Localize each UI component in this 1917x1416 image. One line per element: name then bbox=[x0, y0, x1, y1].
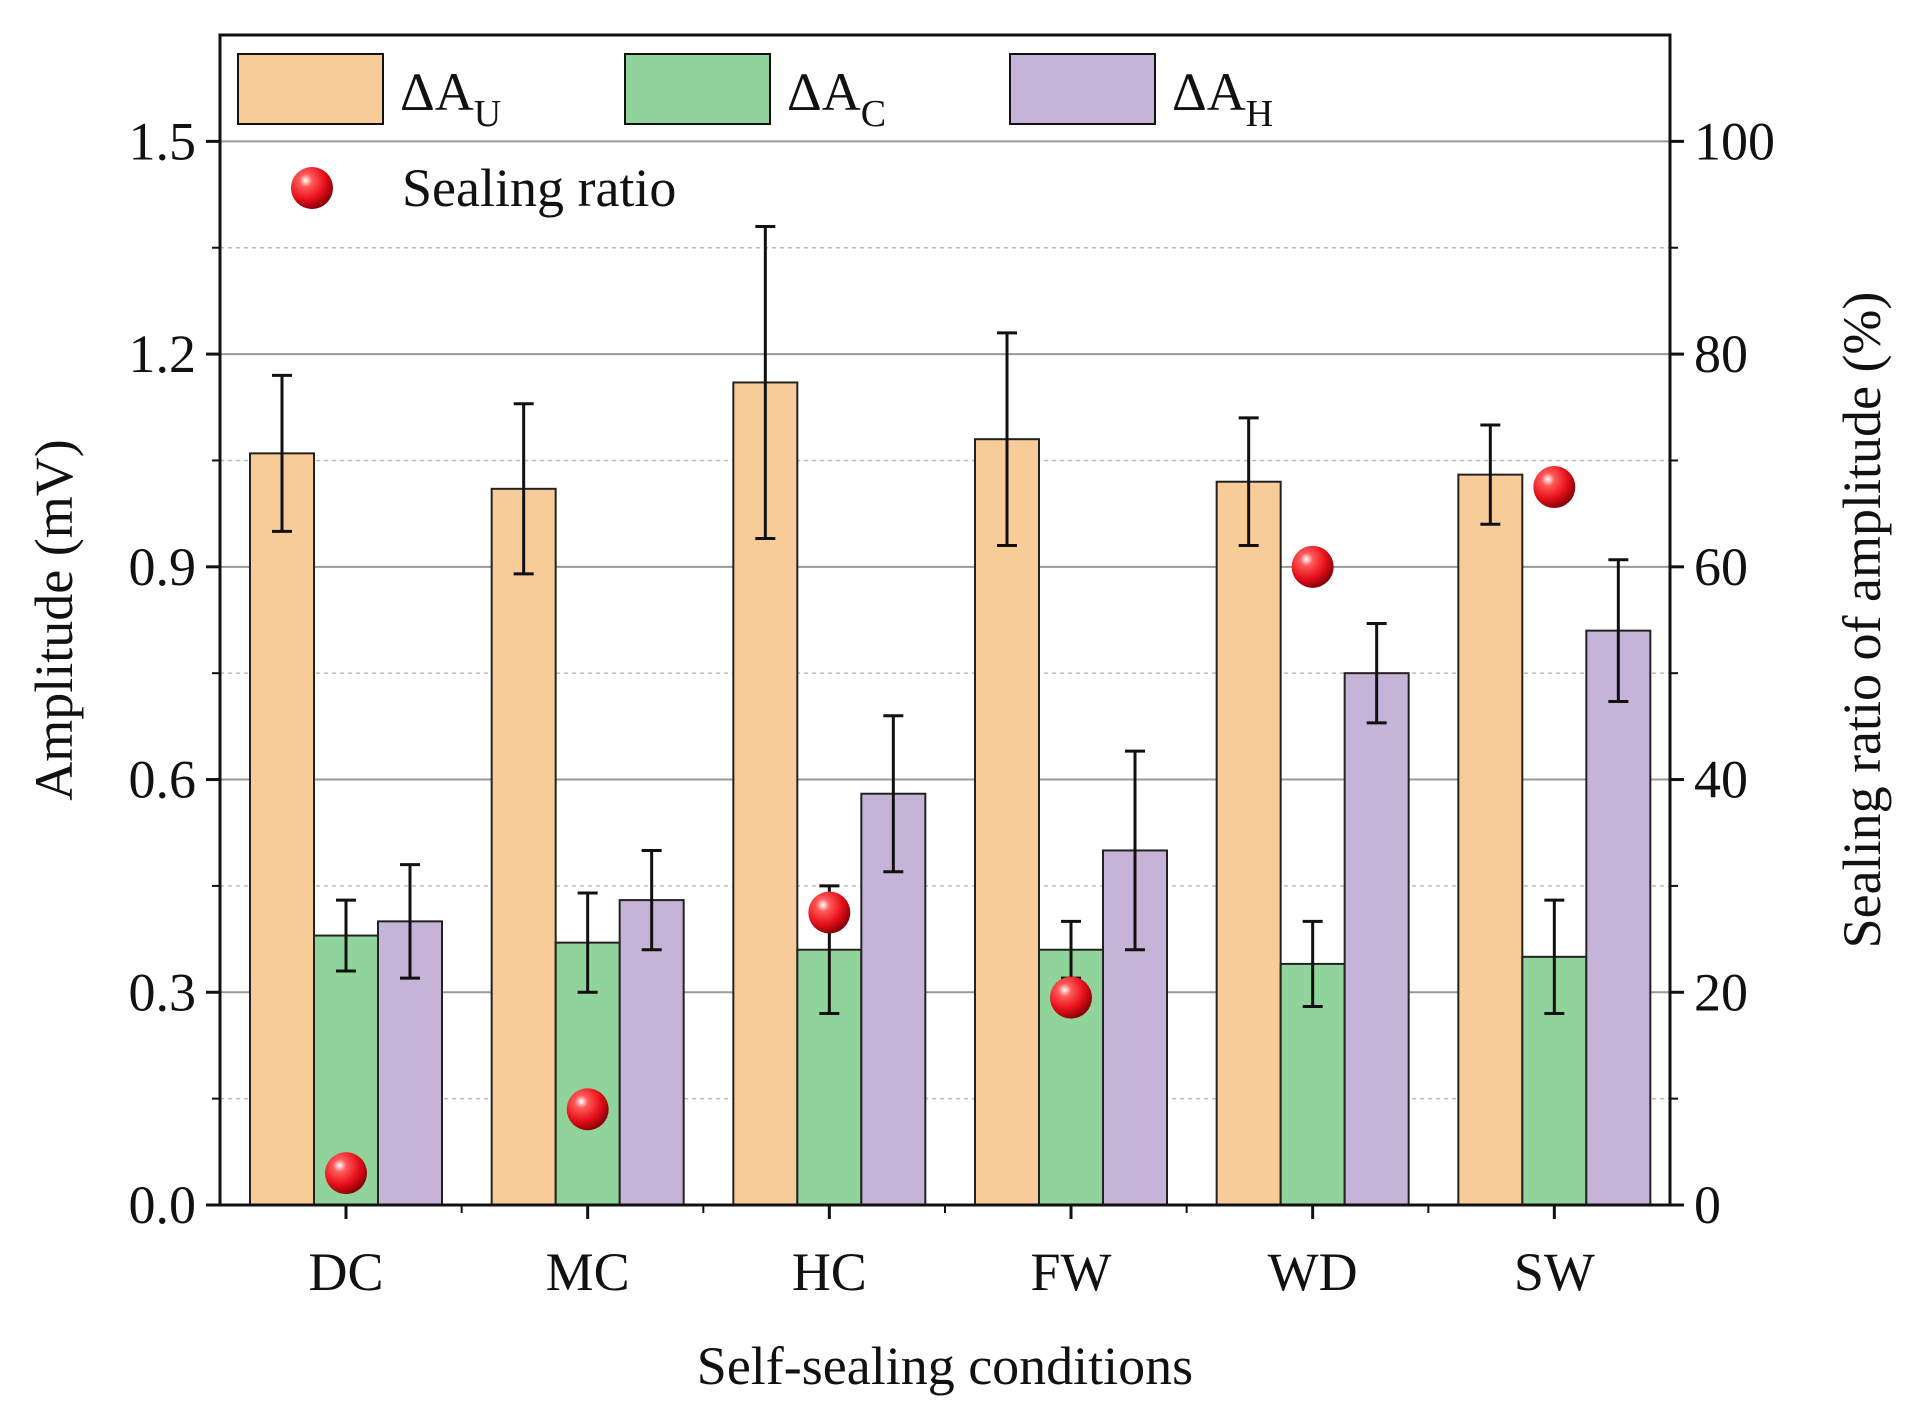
y-tick-label: 0.9 bbox=[129, 537, 197, 597]
legend: ΔAU ΔAC ΔAH Sealing ratio bbox=[237, 53, 1273, 218]
y2-tick-label: 40 bbox=[1694, 750, 1748, 810]
y-tick-label: 0.0 bbox=[129, 1175, 197, 1235]
y-tick-label: 0.6 bbox=[129, 750, 197, 810]
y-tick-label: 0.3 bbox=[129, 962, 197, 1022]
y-tick-label: 1.2 bbox=[129, 324, 197, 384]
sealing-ratio-point-hc bbox=[808, 891, 851, 934]
y-axis-title: Amplitude (mV) bbox=[24, 439, 84, 800]
bar-mc-u bbox=[490, 487, 557, 1206]
sealing-ratio-point-dc bbox=[325, 1152, 367, 1195]
legend-label-au: ΔAU bbox=[400, 62, 501, 135]
sealing-ratio-point-wd bbox=[1291, 545, 1334, 588]
x-tick-label-hc: HC bbox=[792, 1242, 867, 1302]
sealing-ratio-points bbox=[325, 466, 1576, 1195]
y-tick-label: 1.5 bbox=[129, 111, 197, 171]
bar-sw-u bbox=[1457, 473, 1524, 1206]
x-tick-label-fw: FW bbox=[1031, 1242, 1112, 1302]
y2-tick-label: 100 bbox=[1694, 111, 1775, 171]
sealing-ratio-point-fw bbox=[1050, 976, 1092, 1019]
legend-label-ac: ΔAC bbox=[787, 62, 886, 135]
bar-wd-u bbox=[1215, 480, 1282, 1206]
x-axis-title: Self-sealing conditions bbox=[697, 1336, 1193, 1396]
y2-axis-title: Sealing ratio of amplitude (%) bbox=[1832, 292, 1892, 949]
gridlines bbox=[220, 140, 1670, 1100]
bar-fw-u bbox=[974, 438, 1040, 1206]
y2-tick-label: 20 bbox=[1694, 962, 1748, 1022]
bar-sw-h bbox=[1585, 629, 1652, 1206]
x-tick-label-sw: SW bbox=[1514, 1242, 1595, 1302]
bar-wd-h bbox=[1343, 672, 1410, 1206]
x-tick-label-mc: MC bbox=[546, 1242, 630, 1302]
x-tick-label-wd: WD bbox=[1268, 1242, 1358, 1302]
bars bbox=[249, 381, 1652, 1207]
sealing-ratio-point-mc bbox=[566, 1088, 609, 1131]
error-bars bbox=[272, 224, 1629, 1016]
legend-swatch-au bbox=[237, 53, 384, 125]
legend-marker-sealing-ratio bbox=[291, 167, 333, 209]
legend-label-sealing-ratio: Sealing ratio bbox=[402, 158, 676, 218]
bar-dc-u bbox=[249, 452, 315, 1206]
y2-tick-label: 60 bbox=[1694, 537, 1748, 597]
x-tick-label-dc: DC bbox=[308, 1242, 383, 1302]
legend-label-ah: ΔAH bbox=[1172, 62, 1273, 135]
y2-tick-label: 80 bbox=[1694, 324, 1748, 384]
y2-tick-label: 0 bbox=[1694, 1175, 1721, 1235]
sealing-ratio-point-sw bbox=[1533, 466, 1576, 509]
legend-swatch-ac bbox=[624, 53, 771, 125]
axes: DC MC HC FW WD SW 0.0 0.3 0.6 0.9 1.2 1.5 0 20 40 60 80 1… bbox=[129, 111, 1776, 1302]
legend-swatch-ah bbox=[1009, 53, 1156, 125]
